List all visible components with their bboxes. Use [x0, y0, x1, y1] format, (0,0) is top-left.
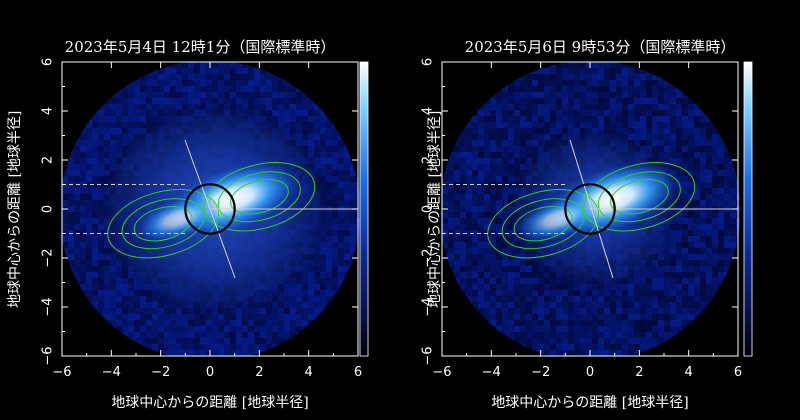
y-tick-label: 0 [421, 205, 436, 213]
panel-title-right: 2023年5月6日 9時53分（国際標準時） [464, 38, 736, 56]
magnetic-axis-line [184, 139, 236, 279]
x-tick-label: −4 [102, 365, 121, 380]
x-axis-label-left: 地球中心からの距離 [地球半径] [111, 395, 309, 411]
left-panel: 2023年5月4日 12時1分（国際標準時） 地球中心からの距離 [地球半径] … [7, 38, 369, 411]
x-tick-label: 4 [305, 365, 313, 380]
x-tick-label: 0 [586, 365, 594, 380]
x-axis-label-right: 地球中心からの距離 [地球半径] [491, 395, 689, 411]
x-tick-label: 6 [734, 365, 742, 380]
y-tick-label: −2 [41, 248, 56, 267]
right-panel: 2023年5月6日 9時53分（国際標準時） 地球中心からの距離 [地球半径] … [400, 0, 800, 420]
y-tick-label: 4 [41, 107, 56, 115]
x-tick-label: −6 [52, 365, 71, 380]
y-tick-label: 0 [41, 205, 56, 213]
x-tick-label: −2 [151, 365, 170, 380]
y-tick-label: 2 [41, 156, 56, 164]
y-tick-label: −2 [421, 248, 436, 267]
y-tick-label: 6 [41, 58, 56, 66]
y-tick-label: −6 [421, 346, 436, 365]
x-tick-label: −4 [482, 365, 501, 380]
y-tick-label: 6 [421, 58, 436, 66]
y-tick-label: −4 [421, 297, 436, 316]
colorbar [743, 61, 753, 357]
x-tick-label: 2 [635, 365, 643, 380]
x-tick-label: −2 [531, 365, 550, 380]
y-tick-label: −6 [41, 346, 56, 365]
panel-title-left: 2023年5月4日 12時1分（国際標準時） [64, 38, 336, 56]
earth-outline [564, 183, 616, 235]
colorbar [359, 61, 369, 357]
magnetic-axis-line [569, 139, 614, 279]
image-plot-right: −6−6 −4 −4 −2 −2 0 0 2 2 4 4 6 6 [421, 58, 753, 380]
x-tick-label: −6 [432, 365, 451, 380]
x-tick-label: 2 [255, 365, 263, 380]
y-tick-label: 4 [421, 107, 436, 115]
x-tick-label: 6 [354, 365, 362, 380]
y-tick-label: 2 [421, 156, 436, 164]
x-tick-label: 0 [206, 365, 214, 380]
field-line-ellipses [487, 162, 696, 259]
y-tick-label: −4 [41, 297, 56, 316]
x-tick-label: 4 [685, 365, 693, 380]
earth-outline [184, 183, 236, 235]
field-line-ellipses [107, 162, 316, 259]
image-plot-left: −6−6 −4 −4 −2 −2 0 0 2 2 4 4 6 6 [41, 58, 369, 380]
